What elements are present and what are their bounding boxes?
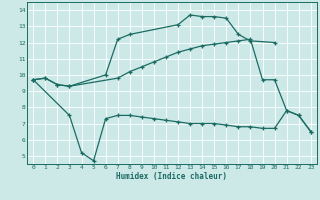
X-axis label: Humidex (Indice chaleur): Humidex (Indice chaleur) [116, 172, 228, 181]
